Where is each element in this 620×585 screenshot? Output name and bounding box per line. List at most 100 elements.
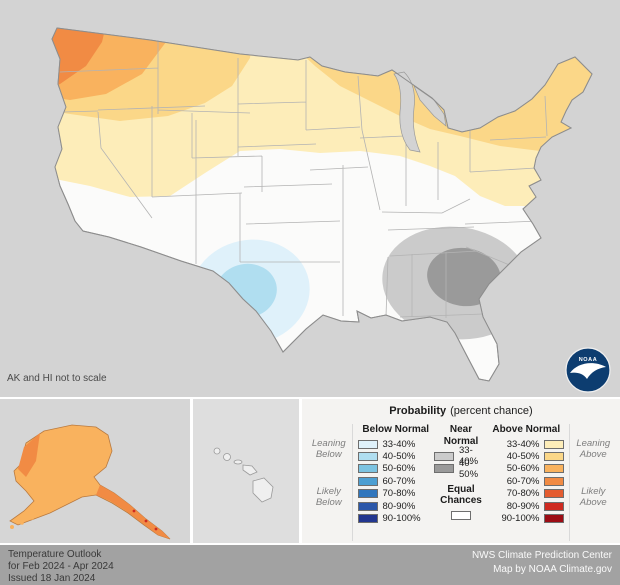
equal-chances-swatch bbox=[451, 510, 471, 520]
legend-row-label: 40-50% bbox=[506, 451, 540, 463]
panhandle-speckle bbox=[132, 509, 136, 513]
footer-credit-noaa: Map by NOAA Climate.gov bbox=[493, 564, 612, 575]
legend-title: Probability (percent chance) bbox=[302, 399, 620, 417]
hawaii-inset bbox=[193, 399, 299, 543]
legend-row-label: 90-100% bbox=[382, 513, 421, 525]
equal-chances-label: Equal Chances bbox=[440, 483, 482, 507]
legend-row-label: 33-40% bbox=[506, 438, 540, 450]
legend-row-label: 40-50% bbox=[459, 457, 479, 480]
noaa-logo-text: NOAA bbox=[579, 357, 598, 363]
legend-row-label: 33-40% bbox=[459, 445, 479, 468]
legend-swatch bbox=[357, 501, 378, 511]
above-60-70-region bbox=[52, 28, 112, 92]
legend-swatch bbox=[544, 452, 565, 462]
legend-title-rest: (percent chance) bbox=[450, 405, 533, 417]
alaska-panhandle-region bbox=[96, 485, 170, 539]
legend-row-label: 33-40% bbox=[382, 438, 416, 450]
legend-row-label: 80-90% bbox=[382, 500, 416, 512]
map-note: AK and HI not to scale bbox=[7, 373, 107, 384]
aleutian-island bbox=[30, 516, 34, 520]
panhandle-speckle bbox=[154, 527, 158, 531]
legend-row-label: 60-70% bbox=[506, 475, 540, 487]
legend-swatch bbox=[357, 452, 378, 462]
legend-row: 70-80% bbox=[357, 488, 434, 500]
footer-issued: Issued 18 Jan 2024 bbox=[8, 572, 96, 584]
legend-row: 40-50% bbox=[488, 450, 565, 463]
conus-map-svg bbox=[0, 0, 620, 397]
above-normal-column: Above Normal 33-40% 40-50% 50-60% 60-70%… bbox=[488, 424, 565, 541]
noaa-logo: NOAA bbox=[565, 347, 611, 393]
legend-row: 40-50% bbox=[357, 450, 434, 463]
legend-columns: Leaning Below Likely Below Below Normal … bbox=[306, 424, 616, 541]
footer-period: for Feb 2024 - Apr 2024 bbox=[8, 560, 114, 572]
legend-row: 90-100% bbox=[357, 512, 434, 525]
hawaii-map-svg bbox=[213, 447, 274, 503]
near-normal-header: Near Normal bbox=[443, 424, 479, 447]
legend-panel: Probability (percent chance) Leaning Belo… bbox=[302, 399, 620, 543]
legend-swatch bbox=[357, 464, 378, 474]
lake-michigan bbox=[393, 71, 421, 153]
legend-row-label: 50-60% bbox=[506, 463, 540, 475]
legend-row: 33-40% bbox=[357, 438, 434, 450]
legend-swatch bbox=[357, 476, 378, 486]
legend-row: 50-60% bbox=[488, 463, 565, 475]
footer: Temperature Outlook for Feb 2024 - Apr 2… bbox=[0, 545, 620, 585]
footer-left: Temperature Outlook for Feb 2024 - Apr 2… bbox=[8, 549, 114, 584]
us-outline bbox=[51, 27, 593, 382]
legend-swatch bbox=[544, 439, 565, 449]
below-normal-column: Below Normal 33-40% 40-50% 50-60% 60-70%… bbox=[357, 424, 434, 541]
legend-row: 80-90% bbox=[357, 500, 434, 512]
alaska-map-svg bbox=[9, 424, 171, 540]
footer-credit-cpc: NWS Climate Prediction Center bbox=[471, 550, 612, 561]
legend-row: 60-70% bbox=[488, 475, 565, 487]
conus-map: AK and HI not to scale NOAA bbox=[0, 0, 620, 397]
legend-swatch bbox=[357, 489, 378, 499]
legend-swatch bbox=[434, 464, 454, 474]
leaning-below-label: Leaning Below bbox=[311, 438, 346, 460]
legend-swatch bbox=[357, 514, 378, 524]
legend-row-label: 80-90% bbox=[506, 500, 540, 512]
alaska-inset bbox=[0, 399, 190, 543]
legend-row: 60-70% bbox=[357, 475, 434, 487]
near-40-50-region bbox=[427, 247, 501, 307]
legend-swatch bbox=[544, 489, 565, 499]
legend-swatch bbox=[544, 514, 565, 524]
legend-row: 80-90% bbox=[488, 500, 565, 512]
leaning-above-label: Leaning Above bbox=[576, 438, 611, 460]
legend-title-bold: Probability bbox=[389, 405, 447, 417]
legend-row-label: 50-60% bbox=[382, 463, 416, 475]
legend-row: 33-40% bbox=[434, 445, 488, 467]
legend-row-label: 60-70% bbox=[382, 475, 416, 487]
legend-row: 40-50% bbox=[434, 458, 488, 480]
hawaii-islands bbox=[213, 447, 274, 503]
likely-below-label: Likely Below bbox=[315, 486, 342, 508]
legend-row-label: 40-50% bbox=[382, 451, 416, 463]
legend-swatch bbox=[544, 464, 565, 474]
above-bracket: Leaning Above Likely Above bbox=[569, 424, 616, 541]
above-normal-header: Above Normal bbox=[492, 424, 561, 435]
aleutian-island bbox=[10, 525, 14, 529]
legend-row: 33-40% bbox=[488, 438, 565, 450]
legend-row: 90-100% bbox=[488, 512, 565, 525]
alaska-west-region bbox=[18, 433, 40, 477]
aleutian-island bbox=[20, 521, 24, 525]
panhandle-speckle bbox=[144, 519, 148, 523]
legend-row: 70-80% bbox=[488, 488, 565, 500]
legend-swatch bbox=[434, 451, 454, 461]
state-borders bbox=[59, 34, 548, 318]
below-normal-header: Below Normal bbox=[362, 424, 430, 435]
noaa-gull-icon bbox=[570, 363, 606, 379]
legend-row-label: 70-80% bbox=[506, 488, 540, 500]
footer-right: NWS Climate Prediction Center Map by NOA… bbox=[472, 549, 612, 581]
likely-above-label: Likely Above bbox=[579, 486, 607, 508]
legend-swatch bbox=[544, 501, 565, 511]
legend-swatch bbox=[357, 439, 378, 449]
legend-swatch bbox=[544, 476, 565, 486]
legend-row: 50-60% bbox=[357, 463, 434, 475]
near-normal-column: Near Normal 33-40% 40-50% Equal Chances bbox=[434, 424, 488, 541]
legend-row-label: 70-80% bbox=[382, 488, 416, 500]
below-bracket: Leaning Below Likely Below bbox=[306, 424, 353, 541]
footer-title: Temperature Outlook bbox=[8, 549, 102, 560]
legend-row-label: 90-100% bbox=[501, 513, 540, 525]
